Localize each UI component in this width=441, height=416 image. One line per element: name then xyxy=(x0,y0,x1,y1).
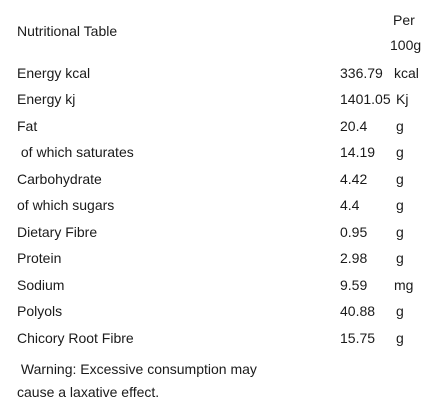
table-row: Polyols 40.88 g xyxy=(0,303,441,323)
table-row: Chicory Root Fibre 15.75 g xyxy=(0,330,441,350)
table-row: of which sugars 4.4 g xyxy=(0,197,441,217)
nutrient-unit: g xyxy=(396,250,404,266)
nutrient-name: Carbohydrate xyxy=(17,171,102,187)
nutrient-unit: g xyxy=(396,224,404,240)
nutrient-unit: g xyxy=(396,144,404,160)
per-unit-label: 100g xyxy=(390,37,422,53)
table-row: Energy kcal 336.79 kcal xyxy=(0,65,441,85)
table-row: Protein 2.98 g xyxy=(0,250,441,270)
table-row: Sodium 9.59 mg xyxy=(0,277,441,297)
table-row: Dietary Fibre 0.95 g xyxy=(0,224,441,244)
table-row: Energy kj 1401.05 Kj xyxy=(0,91,441,111)
nutrient-unit: g xyxy=(396,303,404,319)
warning-line: cause a laxative effect. xyxy=(17,384,160,400)
nutrient-unit: g xyxy=(396,197,404,213)
nutrient-name: Sodium xyxy=(17,277,65,293)
table-row: Carbohydrate 4.42 g xyxy=(0,171,441,191)
nutrient-name: Polyols xyxy=(17,303,63,319)
nutrient-unit: mg xyxy=(394,277,414,293)
table-row: of which saturates 14.19 g xyxy=(0,144,441,164)
nutrient-name: Energy kcal xyxy=(17,65,91,81)
nutrient-value: 4.42 xyxy=(340,171,368,187)
nutrient-value: 20.4 xyxy=(340,118,368,134)
table-row: Fat 20.4 g xyxy=(0,118,441,138)
nutrient-name: of which sugars xyxy=(17,197,115,213)
warning-line: Warning: Excessive consumption may xyxy=(17,361,257,377)
nutrient-value: 14.19 xyxy=(340,144,376,160)
nutrient-value: 4.4 xyxy=(340,197,360,213)
nutrient-name: of which saturates xyxy=(17,144,134,160)
nutrient-value: 336.79 xyxy=(340,65,383,81)
nutrient-name: Energy kj xyxy=(17,91,76,107)
nutrient-name: Protein xyxy=(17,250,62,266)
table-title: Nutritional Table xyxy=(17,23,118,39)
nutrient-unit: g xyxy=(396,330,404,346)
nutrient-value: 9.59 xyxy=(340,277,368,293)
nutrient-name: Fat xyxy=(17,118,38,134)
nutrient-unit: kcal xyxy=(394,65,419,81)
per-label: Per xyxy=(393,12,415,28)
nutrient-unit: Kj xyxy=(396,91,409,107)
nutrient-value: 0.95 xyxy=(340,224,368,240)
nutrient-value: 40.88 xyxy=(340,303,376,319)
nutrient-name: Chicory Root Fibre xyxy=(17,330,134,346)
nutrient-value: 15.75 xyxy=(340,330,376,346)
nutrient-value: 1401.05 xyxy=(340,91,391,107)
warning-note: Warning: Excessive consumption may cause… xyxy=(17,358,257,404)
nutrient-unit: g xyxy=(396,118,404,134)
nutrient-value: 2.98 xyxy=(340,250,368,266)
nutrient-name: Dietary Fibre xyxy=(17,224,98,240)
nutrient-unit: g xyxy=(396,171,404,187)
